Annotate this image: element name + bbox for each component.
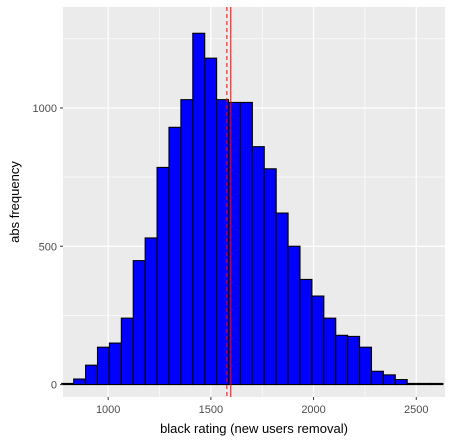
histogram-bar bbox=[132, 260, 146, 386]
histogram-bar bbox=[96, 346, 110, 386]
reference-lines bbox=[226, 7, 232, 397]
histogram-bar bbox=[430, 382, 444, 386]
histogram-bar bbox=[418, 382, 432, 386]
histogram-bar bbox=[85, 364, 99, 386]
y-tick-label: 500 bbox=[39, 241, 57, 253]
x-tick-label: 2000 bbox=[301, 404, 325, 416]
x-tick-label: 2500 bbox=[404, 404, 428, 416]
x-axis: 1000 1500 2000 2500 bbox=[96, 397, 428, 416]
x-tick-label: 1000 bbox=[96, 404, 120, 416]
histogram-bar bbox=[73, 378, 87, 386]
y-axis-label: abs frequency bbox=[7, 161, 22, 243]
histogram-bar bbox=[108, 342, 122, 386]
histogram-bar bbox=[204, 57, 218, 386]
histogram-bar bbox=[323, 317, 337, 386]
y-tick-label: 0 bbox=[51, 380, 57, 392]
y-tick-label: 1000 bbox=[33, 103, 57, 115]
histogram-bar bbox=[406, 382, 420, 386]
x-axis-label: black rating (new users removal) bbox=[160, 421, 348, 436]
histogram-bar bbox=[168, 126, 182, 386]
x-tick-label: 1500 bbox=[199, 404, 223, 416]
histogram-bar bbox=[239, 101, 253, 386]
histogram-bar bbox=[180, 99, 194, 386]
histogram-bar bbox=[299, 278, 313, 386]
histogram-bars bbox=[61, 32, 444, 386]
histogram-bar bbox=[382, 374, 396, 386]
histogram-bar bbox=[156, 166, 170, 386]
histogram-bar bbox=[275, 212, 289, 386]
histogram-bar bbox=[394, 379, 408, 386]
histogram-bar bbox=[311, 295, 325, 386]
histogram-bar bbox=[120, 317, 134, 386]
histogram-bar bbox=[263, 168, 277, 386]
y-axis: 0 500 1000 bbox=[33, 103, 63, 392]
histogram-bar bbox=[61, 382, 75, 386]
histogram-bar bbox=[144, 237, 158, 386]
histogram-bar bbox=[251, 146, 265, 386]
histogram-bar bbox=[370, 370, 384, 386]
histogram-bar bbox=[192, 32, 206, 386]
histogram-bar bbox=[287, 245, 301, 386]
histogram-bar bbox=[347, 335, 361, 386]
histogram-bar bbox=[359, 346, 373, 386]
histogram-bar bbox=[335, 334, 349, 386]
